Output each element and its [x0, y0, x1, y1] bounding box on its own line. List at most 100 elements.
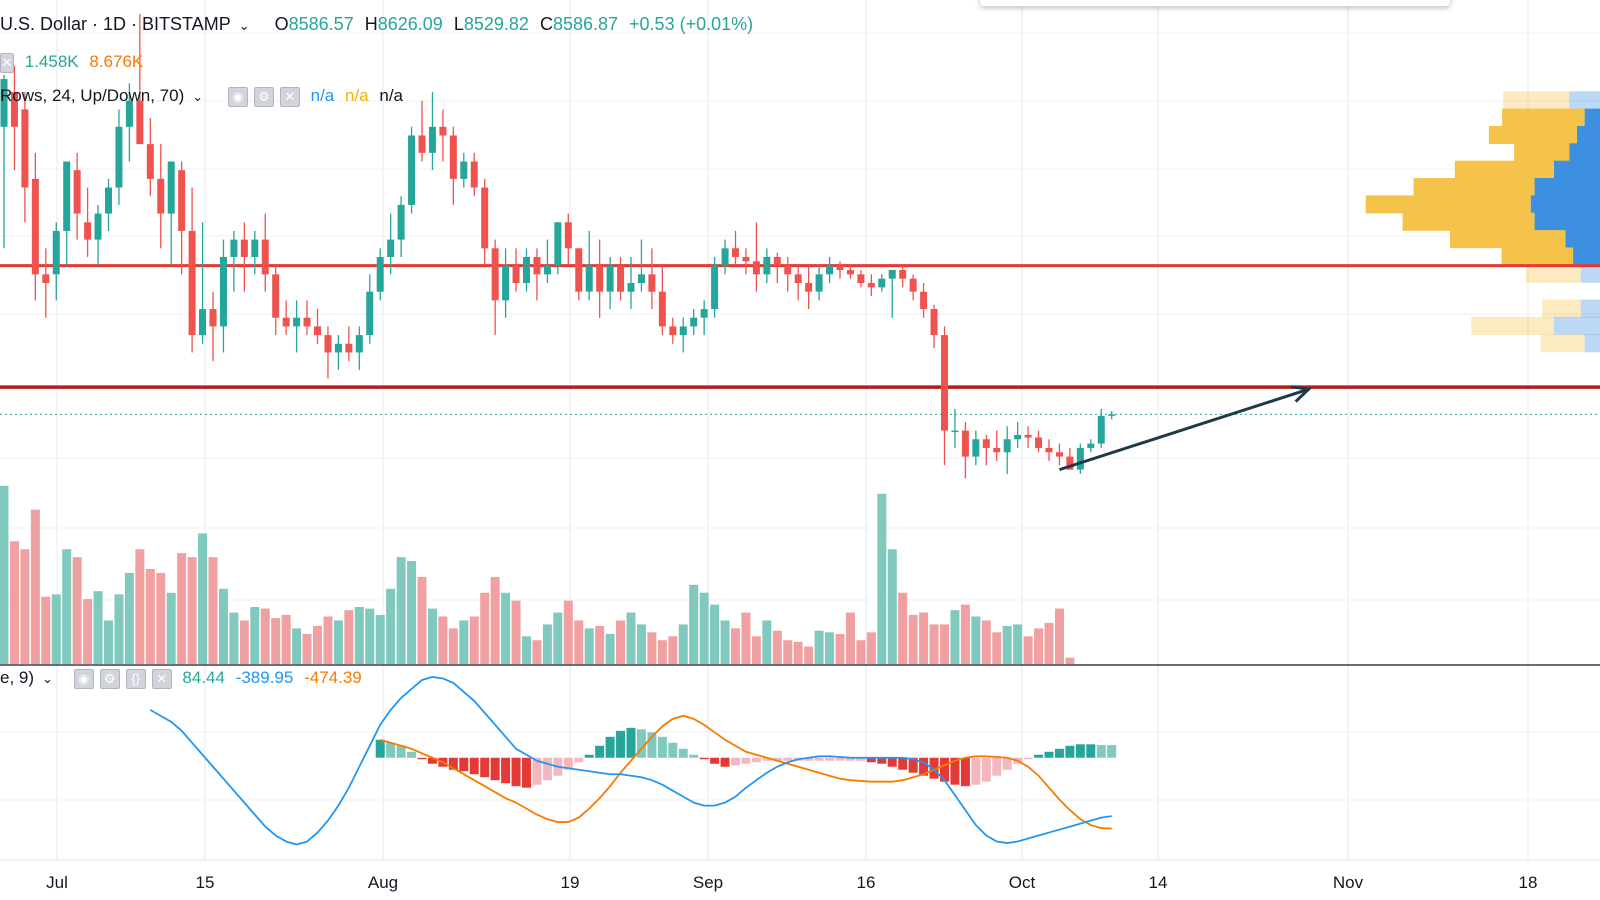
candle-body — [920, 291, 928, 310]
volume-bar — [981, 620, 991, 664]
volume-bar — [595, 626, 605, 664]
volume-bar — [1065, 657, 1075, 664]
volume-bar — [124, 572, 134, 664]
candle-body — [387, 239, 395, 257]
candle-body — [21, 109, 29, 188]
volume-bar — [344, 610, 354, 664]
x-tick-label: 19 — [561, 873, 580, 892]
volume-bar — [166, 592, 176, 664]
volume-legend: ✕ 1.458K 8.676K — [0, 52, 149, 73]
eye-icon[interactable]: ◉ — [73, 668, 94, 689]
candle-body — [146, 144, 154, 179]
chevron-down-icon[interactable]: ⌄ — [192, 89, 204, 104]
volume-bar — [971, 616, 981, 664]
candle-body — [1003, 439, 1011, 453]
macd-histogram-bar — [522, 757, 531, 788]
gear-icon[interactable]: ⚙ — [99, 668, 120, 689]
macd-histogram-bar — [657, 736, 667, 758]
volume-bar — [83, 599, 93, 664]
candle-body — [376, 256, 384, 292]
symbol-title[interactable]: U.S. Dollar · 1D · BITSTAMP — [0, 14, 231, 34]
macd-histogram-bar — [898, 757, 908, 770]
candle-body — [690, 317, 698, 327]
candle-body — [157, 178, 165, 214]
macd-histogram-bar — [950, 757, 960, 785]
candle-body — [815, 274, 823, 292]
macd-histogram-bar — [636, 729, 646, 758]
vp-row-up — [1501, 247, 1574, 266]
volume-bar — [636, 624, 646, 664]
dropdown-popup-edge — [980, 0, 1450, 6]
macd-line-value: -389.95 — [235, 668, 294, 687]
horizontal-levels[interactable] — [0, 264, 1600, 415]
vp-row-up — [1471, 316, 1554, 335]
volume-bar — [30, 509, 40, 664]
close-icon[interactable]: ✕ — [151, 668, 172, 689]
candle-body — [993, 447, 1001, 453]
candle-body — [878, 278, 886, 288]
chevron-down-icon[interactable]: ⌄ — [238, 18, 250, 33]
macd-histogram-bar — [919, 757, 929, 776]
candle-body — [428, 126, 436, 153]
macd-histogram-bar — [1002, 757, 1012, 770]
chevron-down-icon[interactable]: ⌄ — [42, 671, 53, 686]
candle-body — [293, 317, 301, 327]
vp-row-down — [1584, 108, 1600, 127]
macd-histogram-bar — [866, 757, 876, 763]
x-tick-label: Nov — [1333, 873, 1364, 892]
volume-bar — [751, 636, 761, 664]
candle-body — [449, 135, 457, 179]
candle-body — [188, 230, 196, 336]
eye-icon[interactable]: ◉ — [227, 86, 248, 107]
candle-body — [303, 317, 311, 327]
macd-histogram-bar — [595, 745, 605, 758]
vpvr-title[interactable]: Rows, 24, Up/Down, 70) — [0, 86, 185, 105]
candle-body — [982, 439, 990, 448]
vp-row-up — [1402, 212, 1535, 231]
close-icon[interactable]: ✕ — [279, 86, 300, 107]
close-icon[interactable]: ✕ — [0, 52, 14, 73]
trendline-arrow[interactable] — [1058, 385, 1312, 472]
macd-histogram-bar — [427, 757, 437, 764]
open-label: O — [274, 14, 289, 34]
price-candles — [0, 13, 1116, 479]
high-value: 8626.09 — [377, 14, 443, 34]
volume-bar — [783, 640, 793, 664]
macd-legend: e, 9) ⌄ ◉ ⚙{} ✕ 84.44 -389.95 -474.39 — [0, 668, 368, 689]
macd-histogram-bar — [877, 757, 887, 764]
candle-body — [219, 256, 227, 327]
volume-bar — [177, 553, 187, 664]
candle-body — [867, 283, 875, 288]
macd-histogram-bar — [626, 727, 636, 758]
candle-body — [1066, 456, 1074, 470]
macd-histogram-bar — [720, 757, 730, 767]
macd-histogram-bar — [668, 742, 678, 758]
volume-bar — [407, 561, 417, 664]
vp-row-up — [1542, 299, 1581, 318]
volume-bar — [522, 636, 531, 664]
vp-row-down — [1553, 316, 1600, 335]
candle-body — [1087, 443, 1095, 448]
volume-bar — [271, 618, 281, 664]
braces-icon[interactable]: {} — [125, 668, 146, 689]
x-tick-label: 15 — [196, 873, 215, 892]
candle-body — [732, 248, 739, 257]
volume-bar — [490, 576, 500, 664]
candle-body — [31, 178, 39, 275]
volume-bar — [887, 549, 897, 664]
macd-histogram-bar — [407, 751, 417, 758]
candle-body — [10, 92, 18, 127]
vp-row-up — [1503, 91, 1570, 110]
candle-body — [199, 309, 207, 336]
macd-histogram-bar — [689, 754, 699, 758]
macd-histogram-bar — [1107, 745, 1117, 758]
candle-body — [784, 265, 792, 275]
volume-bar — [856, 640, 866, 664]
macd-histogram-bar — [542, 757, 552, 781]
gear-icon[interactable]: ⚙ — [253, 86, 274, 107]
macd-title[interactable]: e, 9) — [0, 668, 35, 687]
volume-bar — [584, 628, 594, 664]
low-label: L — [453, 14, 464, 34]
macd-histogram-bar — [605, 736, 615, 758]
